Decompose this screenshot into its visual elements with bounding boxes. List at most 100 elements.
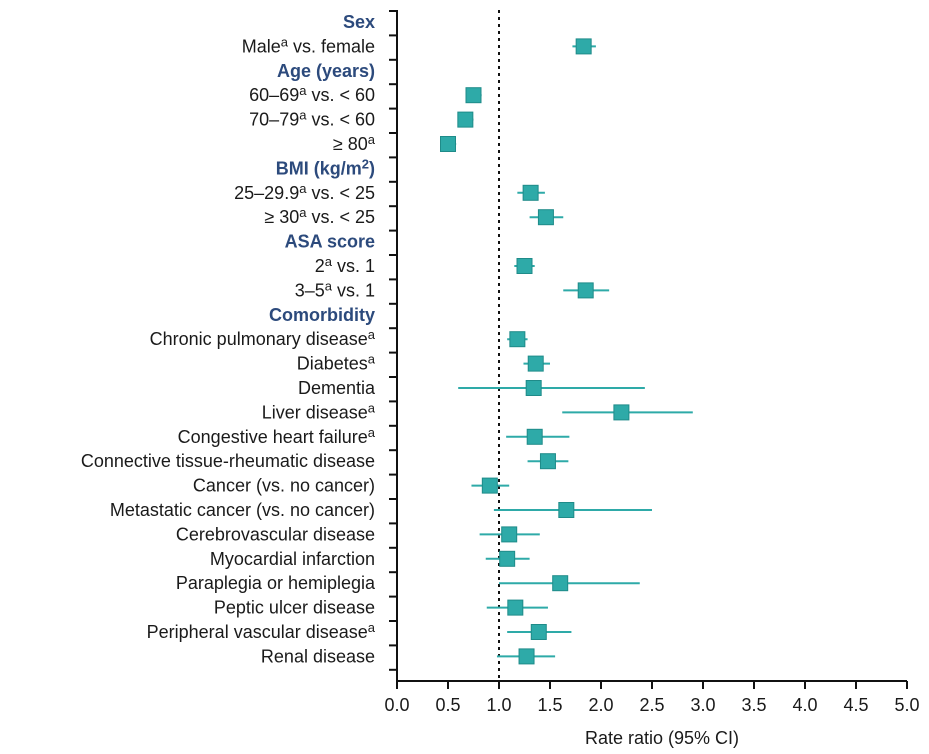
estimate-marker (499, 550, 516, 567)
row-label: Cerebrovascular disease (176, 524, 375, 544)
x-tick-label: 2.0 (588, 695, 613, 715)
row-label-suffix: vs. < 25 (306, 183, 375, 203)
row-label-text: 25–29.9 (234, 183, 299, 203)
row-label-superscript: a (368, 352, 376, 367)
estimate-marker (530, 624, 547, 640)
row-label-superscript: a (299, 205, 307, 220)
group-label: Age (years) (277, 61, 375, 81)
estimate-marker (525, 380, 542, 396)
estimate-marker (465, 87, 482, 104)
row-label-suffix: ) (369, 158, 375, 178)
x-tick-label: 5.0 (894, 695, 919, 715)
row-label-superscript: a (281, 34, 289, 49)
estimate-marker (522, 184, 539, 201)
row-label-superscript: 2 (362, 156, 369, 171)
row-label-superscript: a (368, 425, 376, 440)
estimate-marker (509, 331, 526, 348)
row-label-suffix: vs. 1 (332, 280, 375, 300)
row-label-text: Renal disease (261, 646, 375, 666)
row-label: ≥ 30a vs. < 25 (264, 205, 375, 227)
row-label-text: Metastatic cancer (vs. no cancer) (110, 500, 375, 520)
x-tick-label: 3.5 (741, 695, 766, 715)
x-tick-label: 4.5 (843, 695, 868, 715)
row-label: 70–79a vs. < 60 (249, 108, 375, 130)
row-label: Cancer (vs. no cancer) (193, 476, 375, 496)
estimate-marker (501, 526, 518, 543)
row-label-suffix: vs. < 60 (306, 85, 375, 105)
estimate-marker (577, 282, 594, 299)
x-tick-label: 0.0 (384, 695, 409, 715)
row-label-text: Paraplegia or hemiplegia (176, 573, 376, 593)
estimate-marker (558, 502, 575, 518)
row-label: Renal disease (261, 646, 375, 666)
row-label: Connective tissue-rheumatic disease (81, 451, 375, 471)
x-axis-title: Rate ratio (95% CI) (585, 728, 739, 748)
row-label-suffix: vs. < 60 (306, 110, 375, 130)
row-label-suffix: vs. female (288, 36, 375, 56)
row-label: Malea vs. female (242, 34, 375, 56)
x-tick-label: 2.5 (639, 695, 664, 715)
row-label-text: Congestive heart failure (178, 427, 368, 447)
x-tick-label: 1.0 (486, 695, 511, 715)
estimate-marker (516, 258, 533, 274)
estimate-marker (457, 111, 474, 128)
row-label-text: ≥ 30 (264, 207, 299, 227)
row-label-text: Dementia (298, 378, 376, 398)
row-label: Myocardial infarction (210, 549, 375, 569)
row-label-text: Myocardial infarction (210, 549, 375, 569)
row-label: 2a vs. 1 (315, 254, 375, 276)
row-label-superscript: a (368, 620, 376, 635)
row-label: 60–69a vs. < 60 (249, 83, 375, 105)
x-tick-label: 1.5 (537, 695, 562, 715)
estimate-marker (575, 38, 592, 55)
row-label-superscript: a (299, 83, 307, 98)
row-label-text: Age (years) (277, 61, 375, 81)
row-label-text: Peptic ulcer disease (214, 598, 375, 618)
row-label-suffix: vs. < 25 (306, 207, 375, 227)
x-tick-label: 0.5 (435, 695, 460, 715)
row-label: Dementia (298, 378, 376, 398)
row-label-text: Cancer (vs. no cancer) (193, 476, 375, 496)
x-axis-ticks: 0.0 0.5 1.0 1.5 2.0 2.5 3.0 3.5 4.0 4.5 5.0 (384, 681, 920, 715)
row-label-superscript: a (368, 132, 376, 147)
group-label: BMI (kg/m2) (276, 156, 375, 178)
estimate-marker (537, 209, 554, 226)
row-label-text: Connective tissue-rheumatic disease (81, 451, 375, 471)
row-label-text: Liver disease (262, 402, 368, 422)
row-label-text: Diabetes (297, 354, 368, 374)
row-label-superscript: a (325, 278, 333, 293)
row-label-text: Male (242, 36, 281, 56)
row-label: Peptic ulcer disease (214, 598, 375, 618)
estimate-marker (613, 404, 630, 421)
row-label-text: Chronic pulmonary disease (150, 329, 368, 349)
axes (396, 10, 907, 682)
row-label-suffix: vs. 1 (332, 256, 375, 276)
estimate-marker (481, 477, 498, 494)
row-label: Metastatic cancer (vs. no cancer) (110, 500, 375, 520)
group-label: Comorbidity (269, 305, 375, 325)
row-label: 25–29.9a vs. < 25 (234, 181, 375, 203)
row-label: Paraplegia or hemiplegia (176, 573, 376, 593)
row-label: Diabetesa (297, 352, 376, 374)
row-label: Congestive heart failurea (178, 425, 376, 447)
row-label-text: ASA score (285, 232, 375, 252)
row-label-superscript: a (299, 181, 307, 196)
x-tick-label: 3.0 (690, 695, 715, 715)
estimate-marker (518, 648, 535, 665)
row-label: Peripheral vascular diseasea (147, 620, 376, 642)
row-label: 3–5a vs. 1 (295, 278, 375, 300)
row-label-text: Sex (343, 12, 375, 32)
group-label: ASA score (285, 232, 375, 252)
row-label-text: 70–79 (249, 110, 299, 130)
row-label-text: Cerebrovascular disease (176, 524, 375, 544)
row-label-superscript: a (299, 108, 307, 123)
row-label: ≥ 80a (333, 132, 376, 154)
row-label-superscript: a (325, 254, 333, 269)
estimate-marker (552, 575, 569, 592)
row-label: Chronic pulmonary diseasea (150, 327, 376, 349)
estimate-marker (507, 599, 524, 616)
row-label-superscript: a (368, 327, 376, 342)
